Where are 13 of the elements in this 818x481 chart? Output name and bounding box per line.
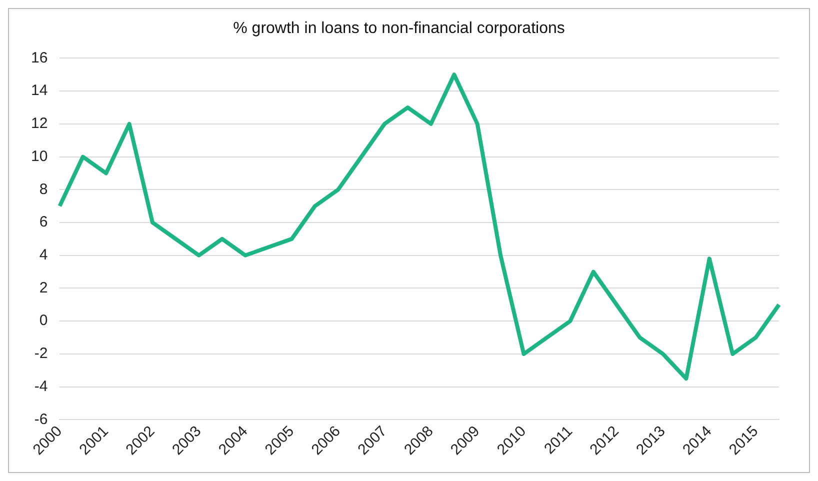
y-tick-label: -2	[34, 345, 48, 362]
y-tick-label: 0	[39, 312, 48, 330]
y-tick-label: 6	[39, 214, 48, 231]
y-tick-label: 2	[39, 279, 48, 296]
y-tick-label: -4	[34, 378, 48, 395]
y-tick-label: 12	[30, 115, 48, 132]
y-tick-label: 16	[30, 49, 48, 66]
chart-title: % growth in loans to non-financial corporations	[233, 20, 565, 38]
y-tick-label: 10	[30, 148, 48, 165]
y-tick-label: 14	[30, 82, 48, 100]
y-tick-label: 4	[39, 246, 48, 264]
y-tick-label: 8	[39, 180, 48, 198]
y-tick-label: -6	[34, 410, 48, 428]
